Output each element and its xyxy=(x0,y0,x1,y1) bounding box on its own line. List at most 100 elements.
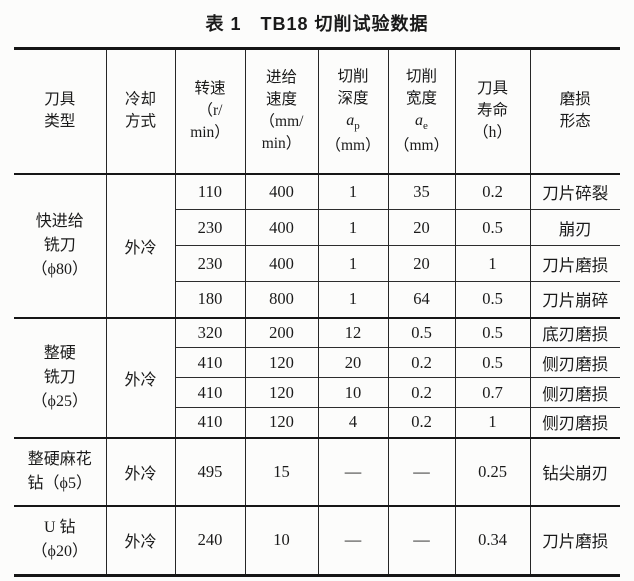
cell-depth: — xyxy=(317,504,389,576)
cell-tool-type: 整硬 铣刀 （ϕ25） xyxy=(14,316,107,438)
table-row: 180 800 1 64 0.5 刀片崩碎 xyxy=(14,281,620,318)
table-row: 410 120 10 0.2 0.7 侧刃磨损 xyxy=(14,377,620,408)
cell-speed: 240 xyxy=(174,504,246,576)
cell-width: 20 xyxy=(387,245,456,282)
cell-feed: 10 xyxy=(244,504,319,576)
cell-depth: 1 xyxy=(317,245,389,282)
symbol-sub-p: p xyxy=(354,119,360,132)
cell-speed: 180 xyxy=(174,281,246,318)
cell-tool-type: 整硬麻花 钻（ϕ5） xyxy=(14,436,107,506)
cell-speed: 410 xyxy=(174,347,246,378)
cell-life: 0.5 xyxy=(454,347,531,378)
cell-life: 0.5 xyxy=(454,209,531,246)
table-row: 230 400 1 20 0.5 崩刃 xyxy=(14,209,620,246)
cutting-width-symbol: ae xyxy=(391,110,453,135)
cell-speed: 320 xyxy=(174,316,246,348)
symbol-a: a xyxy=(346,111,355,129)
table-row: 230 400 1 20 1 刀片磨损 xyxy=(14,245,620,282)
cell-feed: 400 xyxy=(244,172,319,210)
header-tool-type: 刀具 类型 xyxy=(14,48,107,175)
table-title: 表 1 TB18 切削试验数据 xyxy=(205,14,429,34)
cell-depth: 1 xyxy=(317,281,389,318)
cell-tool-type: U 钻 （ϕ20） xyxy=(14,504,107,576)
cell-width: — xyxy=(387,436,456,506)
cell-life: 0.5 xyxy=(454,281,531,318)
cell-depth: 4 xyxy=(317,407,389,438)
cell-feed: 400 xyxy=(244,209,319,246)
cell-width: 35 xyxy=(387,172,456,210)
cell-speed: 495 xyxy=(174,436,246,506)
cell-feed: 15 xyxy=(244,436,319,506)
cell-cooling: 外冷 xyxy=(105,504,176,576)
cell-life: 1 xyxy=(454,245,531,282)
cell-wear: 刀片崩碎 xyxy=(529,281,620,318)
cell-wear: 刀片碎裂 xyxy=(529,172,620,210)
cell-feed: 200 xyxy=(244,316,319,348)
header-tool-life: 刀具 寿命 （h） xyxy=(454,48,531,175)
cell-width: 0.2 xyxy=(387,347,456,378)
header-cooling-method: 冷却 方式 xyxy=(105,48,176,175)
cell-depth: 1 xyxy=(317,172,389,210)
cell-depth: 12 xyxy=(317,316,389,348)
header-feed-rate: 进给 速度 （mm/ min） xyxy=(244,48,319,175)
header-cutting-width: 切削 宽度 ae （mm） xyxy=(387,48,456,175)
cell-width: 0.2 xyxy=(387,407,456,438)
cell-wear: 侧刃磨损 xyxy=(529,407,620,438)
cell-speed: 110 xyxy=(174,172,246,210)
header-row: 刀具 类型 冷却 方式 转速 （r/ min） 进给 速度 （mm/ min） … xyxy=(14,48,620,175)
cell-feed: 120 xyxy=(244,347,319,378)
cell-width: — xyxy=(387,504,456,576)
cell-cooling: 外冷 xyxy=(105,316,176,438)
header-wear-type: 磨损 形态 xyxy=(529,48,620,175)
cell-life: 0.5 xyxy=(454,316,531,348)
cell-depth: 20 xyxy=(317,347,389,378)
cutting-depth-unit: （mm） xyxy=(325,136,381,154)
cell-feed: 120 xyxy=(244,407,319,438)
cell-life: 0.2 xyxy=(454,172,531,210)
cutting-depth-label: 切削 深度 xyxy=(337,67,369,107)
cell-width: 0.2 xyxy=(387,377,456,408)
cutting-width-label: 切削 宽度 xyxy=(405,67,437,107)
cell-speed: 410 xyxy=(174,407,246,438)
cell-cooling: 外冷 xyxy=(105,436,176,506)
cutting-test-data-table: 刀具 类型 冷却 方式 转速 （r/ min） 进给 速度 （mm/ min） … xyxy=(14,47,620,577)
table-row: 410 120 20 0.2 0.5 侧刃磨损 xyxy=(14,347,620,378)
cell-speed: 230 xyxy=(174,209,246,246)
cell-wear: 刀片磨损 xyxy=(529,504,620,576)
header-cutting-depth: 切削 深度 ap （mm） xyxy=(317,48,389,175)
cell-speed: 410 xyxy=(174,377,246,408)
symbol-sub-e: e xyxy=(423,119,428,132)
cell-wear: 底刃磨损 xyxy=(529,316,620,348)
cell-life: 0.25 xyxy=(454,436,531,506)
cell-depth: 10 xyxy=(317,377,389,408)
cell-cooling: 外冷 xyxy=(105,172,176,318)
table-row: 整硬麻花 钻（ϕ5） 外冷 495 15 — — 0.25 钻尖崩刃 xyxy=(14,436,620,506)
symbol-a: a xyxy=(415,111,424,129)
cell-speed: 230 xyxy=(174,245,246,282)
table-row: 410 120 4 0.2 1 侧刃磨损 xyxy=(14,407,620,438)
cell-width: 64 xyxy=(387,281,456,318)
cell-tool-type: 快进给 铣刀 （ϕ80） xyxy=(14,172,107,318)
table-row: 快进给 铣刀 （ϕ80） 外冷 110 400 1 35 0.2 刀片碎裂 xyxy=(14,172,620,318)
cell-wear: 崩刃 xyxy=(529,209,620,246)
cell-wear: 刀片磨损 xyxy=(529,245,620,282)
cell-width: 0.5 xyxy=(387,316,456,348)
cutting-width-unit: （mm） xyxy=(393,136,450,154)
cell-width: 20 xyxy=(387,209,456,246)
cell-wear: 侧刃磨损 xyxy=(529,347,620,378)
cell-feed: 400 xyxy=(244,245,319,282)
table-row: 整硬 铣刀 （ϕ25） 外冷 320 200 12 0.5 0.5 底刃磨损 xyxy=(14,316,620,438)
cell-life: 0.7 xyxy=(454,377,531,408)
cell-life: 1 xyxy=(454,407,531,438)
cell-wear: 钻尖崩刃 xyxy=(529,436,620,506)
cell-wear: 侧刃磨损 xyxy=(529,377,620,408)
cutting-depth-symbol: ap xyxy=(321,110,386,135)
cell-feed: 800 xyxy=(244,281,319,318)
header-spindle-speed: 转速 （r/ min） xyxy=(174,48,246,175)
table-row: U 钻 （ϕ20） 外冷 240 10 — — 0.34 刀片磨损 xyxy=(14,504,620,576)
cell-feed: 120 xyxy=(244,377,319,408)
cell-depth: — xyxy=(317,436,389,506)
cell-life: 0.34 xyxy=(454,504,531,576)
cell-depth: 1 xyxy=(317,209,389,246)
